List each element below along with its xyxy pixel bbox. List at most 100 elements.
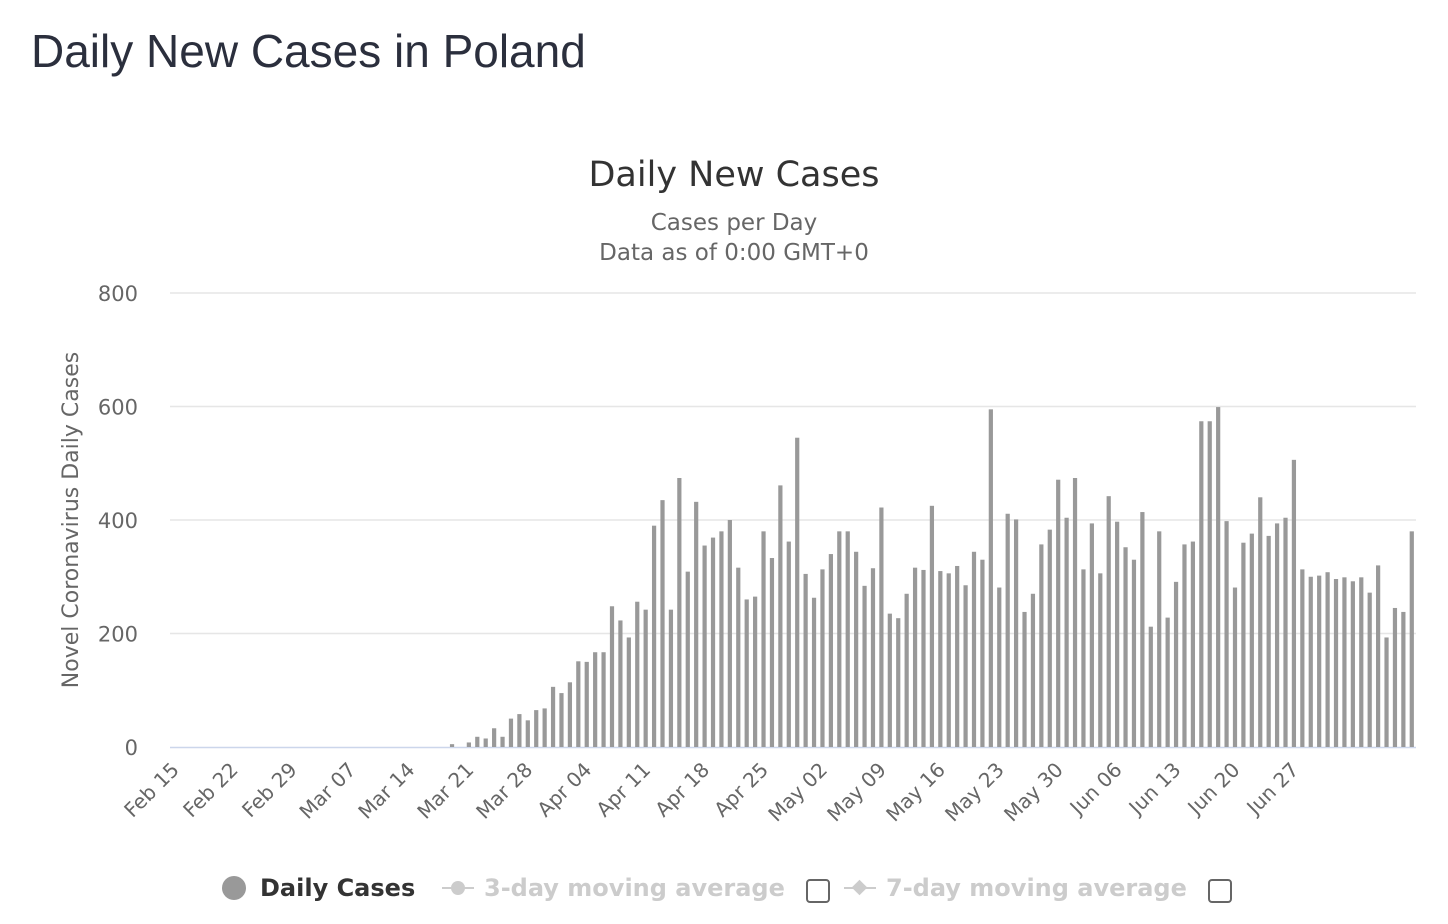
data-bar (828, 554, 833, 747)
data-bar (1140, 512, 1145, 747)
data-bar (1064, 517, 1069, 747)
data-bar (1005, 513, 1010, 747)
x-tick-label: May 16 (881, 758, 950, 827)
data-bar (1384, 637, 1389, 747)
data-bar (500, 736, 505, 747)
data-bar (870, 568, 876, 747)
data-bar (1098, 573, 1103, 747)
data-bar (955, 565, 960, 747)
data-bar (1165, 617, 1170, 747)
data-bar (576, 661, 581, 747)
data-bar (736, 567, 741, 747)
x-tick-label: Mar 28 (471, 758, 537, 824)
x-tick-label: Feb 29 (237, 758, 302, 823)
x-tick-label: Jun 20 (1182, 758, 1245, 821)
data-bar (593, 652, 598, 747)
data-bar (778, 485, 783, 747)
data-bar (719, 531, 724, 747)
x-tick-label: Apr 18 (650, 758, 714, 822)
data-bar (1030, 593, 1036, 747)
data-bar (525, 720, 530, 747)
data-bar (1232, 587, 1238, 747)
chart-subtitle-line-2: Data as of 0:00 GMT+0 (599, 240, 869, 266)
data-bar (786, 541, 791, 747)
legend-item-daily-cases[interactable]: Daily Cases (222, 868, 415, 908)
data-bar (1308, 576, 1313, 747)
data-bar (1089, 523, 1094, 747)
x-tick-label: Apr 25 (709, 758, 773, 822)
x-tick-label: May 23 (940, 758, 1009, 827)
legend-label-daily-cases: Daily Cases (260, 874, 416, 902)
data-bar (769, 558, 775, 747)
data-bar (1401, 611, 1406, 747)
data-bar (694, 501, 699, 747)
data-bar (1039, 544, 1044, 747)
data-bar (618, 620, 623, 747)
data-bar (601, 652, 606, 747)
x-tick-label: Jun 06 (1064, 758, 1127, 821)
x-tick-label: Mar 07 (294, 758, 360, 824)
data-bar (635, 601, 640, 747)
data-bar (1022, 611, 1027, 747)
data-bar (820, 569, 825, 747)
data-bar (1333, 579, 1339, 747)
chart-title: Daily New Cases (588, 155, 880, 195)
data-bar (475, 736, 480, 747)
data-bar (1216, 407, 1221, 747)
data-bar (912, 567, 918, 747)
legend-item-3-day-average[interactable]: 3-day moving average (442, 868, 785, 908)
x-tick-label: Apr 11 (591, 758, 655, 822)
data-bar (997, 587, 1002, 747)
y-axis-title: Novel Coronavirus Daily Cases (59, 352, 84, 688)
data-bar (449, 744, 455, 747)
data-bar (904, 593, 909, 747)
legend-item-7-day-average[interactable]: 7-day moving average (844, 868, 1187, 908)
data-bar (1283, 517, 1288, 747)
data-bar (567, 682, 573, 747)
x-tick-label: Feb 15 (119, 758, 184, 823)
legend-line-diamond-icon (844, 878, 876, 898)
x-tick-label: May 30 (999, 758, 1068, 827)
data-bar (862, 585, 867, 747)
data-bar (1409, 531, 1414, 747)
data-bar (559, 693, 564, 747)
x-tick-label: Mar 21 (412, 758, 478, 824)
data-bar (1106, 496, 1111, 747)
legend-circle-icon (222, 876, 246, 900)
toggle-3-day-average-checkbox[interactable] (806, 879, 830, 903)
data-bar (896, 618, 901, 747)
data-bar (971, 551, 977, 747)
data-bar (761, 531, 766, 747)
y-tick-label: 600 (98, 396, 138, 420)
chart-legend: Daily Cases 3-day moving average 7-day m… (0, 868, 1448, 908)
toggle-7-day-average-checkbox[interactable] (1208, 879, 1232, 903)
x-tick-label: Apr 04 (532, 758, 596, 822)
x-tick-label: Feb 22 (178, 758, 243, 823)
data-bar (584, 661, 589, 747)
data-bar (1249, 533, 1254, 747)
data-bar (1182, 544, 1187, 747)
data-bar (879, 507, 884, 747)
data-bar (938, 571, 943, 747)
data-bar (483, 738, 488, 747)
data-bar (988, 409, 993, 747)
data-bar (1258, 497, 1263, 747)
data-bar (1376, 565, 1381, 747)
data-bar (1266, 535, 1271, 747)
data-bar (466, 742, 471, 747)
data-bar (1199, 421, 1204, 747)
data-bar (1325, 572, 1330, 747)
data-bar (1056, 479, 1061, 747)
data-bar (1291, 459, 1297, 747)
data-bar (1115, 521, 1120, 747)
data-bar (963, 585, 968, 747)
data-bar (795, 437, 800, 747)
data-bar (643, 609, 648, 747)
data-bar (887, 613, 892, 747)
data-bar (837, 531, 842, 747)
data-bar (1131, 559, 1137, 747)
y-tick-label: 0 (125, 736, 138, 760)
data-bar (744, 599, 749, 747)
data-bar (803, 573, 808, 747)
data-bar (1157, 531, 1162, 747)
